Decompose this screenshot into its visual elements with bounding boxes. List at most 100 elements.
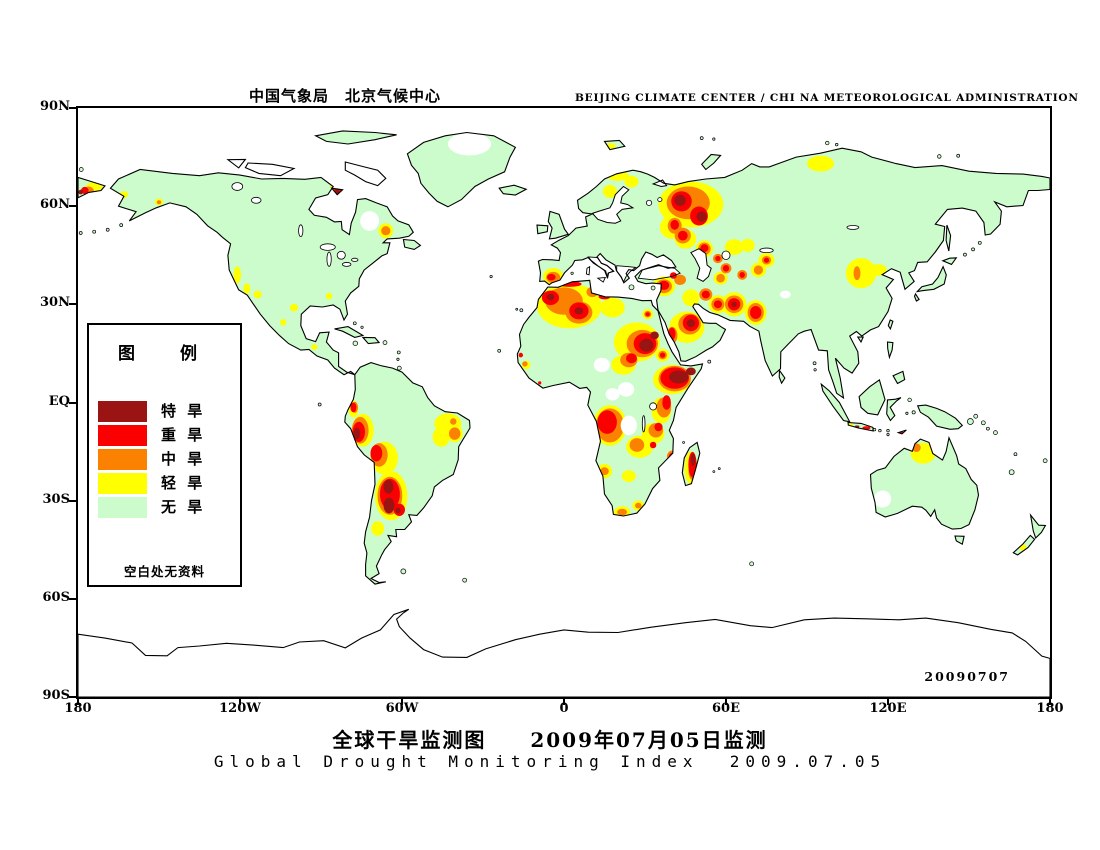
x-axis-label: 120E <box>869 701 907 716</box>
drought-region-light <box>870 264 887 276</box>
landmass <box>345 162 386 186</box>
drought-region-light <box>243 283 251 294</box>
drought-region-severe <box>713 300 723 309</box>
drought-region-moderate <box>450 418 457 425</box>
landmass <box>537 225 548 234</box>
y-axis-label: EQ <box>48 393 70 409</box>
footer-title-cn: 全球干旱监测图 2009年07月05日监测 <box>332 728 768 752</box>
drought-region-extreme <box>674 194 686 206</box>
drought-region-severe <box>750 306 762 319</box>
world-map <box>78 130 1050 697</box>
drought-region-severe <box>658 280 670 290</box>
drought-region-light <box>289 303 299 312</box>
x-axis-label: 120W <box>219 701 261 716</box>
legend-swatch-light <box>98 473 147 494</box>
footer-title-en: Global Drought Monitoring Index 2009.07.… <box>213 752 887 771</box>
header-title-en: BEIJING CLIMATE CENTER / CHI NA METEOROL… <box>575 92 1079 104</box>
landmass <box>403 239 421 250</box>
y-axis-label: 60S <box>42 589 70 605</box>
drought-region-moderate <box>666 450 678 463</box>
drought-region-severe <box>739 272 745 278</box>
landmass <box>914 293 920 302</box>
landmass <box>245 163 294 176</box>
drought-region-extreme <box>353 427 361 440</box>
landmass <box>955 536 965 545</box>
drought-region-extreme <box>546 293 555 301</box>
y-axis-tick <box>69 597 76 600</box>
landmass <box>1030 515 1046 538</box>
landmass <box>821 384 850 422</box>
drought-region-moderate <box>449 427 461 440</box>
legend-label-none: 无 旱 <box>161 498 206 516</box>
drought-region-severe <box>370 445 383 462</box>
x-axis-tick <box>239 699 241 705</box>
no-data-patch <box>618 382 635 397</box>
drought-region-severe <box>350 402 357 413</box>
drought-region-severe <box>701 290 710 299</box>
drought-region-moderate <box>522 361 528 367</box>
drought-region-extreme <box>78 189 84 195</box>
landmass <box>407 132 516 207</box>
y-axis-tick <box>69 499 76 502</box>
header-title-cn: 中国气象局 北京气候中心 <box>248 87 441 105</box>
drought-region-moderate <box>674 274 686 285</box>
drought-region-light <box>602 184 617 198</box>
landmass <box>917 405 963 430</box>
legend-label-moderate: 中 旱 <box>161 450 206 468</box>
drought-region-light <box>311 344 318 350</box>
y-axis-label: 90N <box>40 99 70 114</box>
drought-region-severe <box>538 381 542 385</box>
legend-box: 图 例 特 旱重 旱中 旱轻 旱无 旱 空白处无资料 <box>87 323 242 587</box>
drought-region-severe <box>662 395 671 410</box>
drought-region-extreme <box>686 319 696 328</box>
drought-region-light <box>280 319 287 326</box>
y-axis-label: 30S <box>42 491 70 507</box>
legend-title: 图 例 <box>118 344 211 364</box>
x-axis-label: 60E <box>712 701 740 716</box>
drought-region-moderate <box>586 286 599 298</box>
landmass <box>227 159 246 168</box>
no-data-patch <box>593 357 610 373</box>
no-data-patch <box>605 388 620 401</box>
no-data-patch <box>447 132 492 156</box>
x-axis-label: 60W <box>385 701 419 716</box>
drought-region-severe <box>670 219 679 230</box>
drought-region-severe <box>659 352 666 358</box>
no-data-patch <box>874 490 892 508</box>
landmass <box>315 130 397 144</box>
drought-region-light <box>724 239 744 256</box>
drought-region-severe <box>889 430 898 434</box>
drought-region-severe <box>677 230 688 241</box>
drought-region-light <box>624 175 639 188</box>
drought-region-moderate <box>600 467 609 476</box>
drought-region-severe <box>547 273 556 281</box>
no-data-patch <box>360 211 380 231</box>
landmass <box>886 397 901 421</box>
drought-region-light <box>845 258 877 289</box>
y-axis-tick <box>69 696 76 698</box>
drought-region-moderate <box>629 438 645 452</box>
y-axis-label: 90S <box>42 688 70 703</box>
drought-region-moderate <box>156 200 162 205</box>
drought-region-extreme <box>669 370 689 384</box>
drought-region-light <box>233 266 242 284</box>
landmass <box>334 326 363 338</box>
landmass <box>548 211 569 239</box>
drought-region-extreme <box>383 480 394 494</box>
x-axis-tick <box>725 699 727 705</box>
x-axis-tick <box>563 699 565 705</box>
map-frame <box>76 106 1052 699</box>
drought-region-extreme <box>574 307 584 315</box>
drought-region-severe <box>645 312 650 317</box>
drought-region-extreme <box>650 331 659 340</box>
landmass <box>701 154 721 170</box>
drought-region-light <box>253 290 262 299</box>
x-axis-tick <box>77 699 79 705</box>
y-axis-tick <box>69 303 76 306</box>
drought-region-severe <box>597 410 617 434</box>
drought-region-extreme <box>686 367 696 376</box>
no-data-patch <box>780 290 791 299</box>
drought-region-light <box>740 238 755 252</box>
no-data-patch <box>620 415 637 436</box>
